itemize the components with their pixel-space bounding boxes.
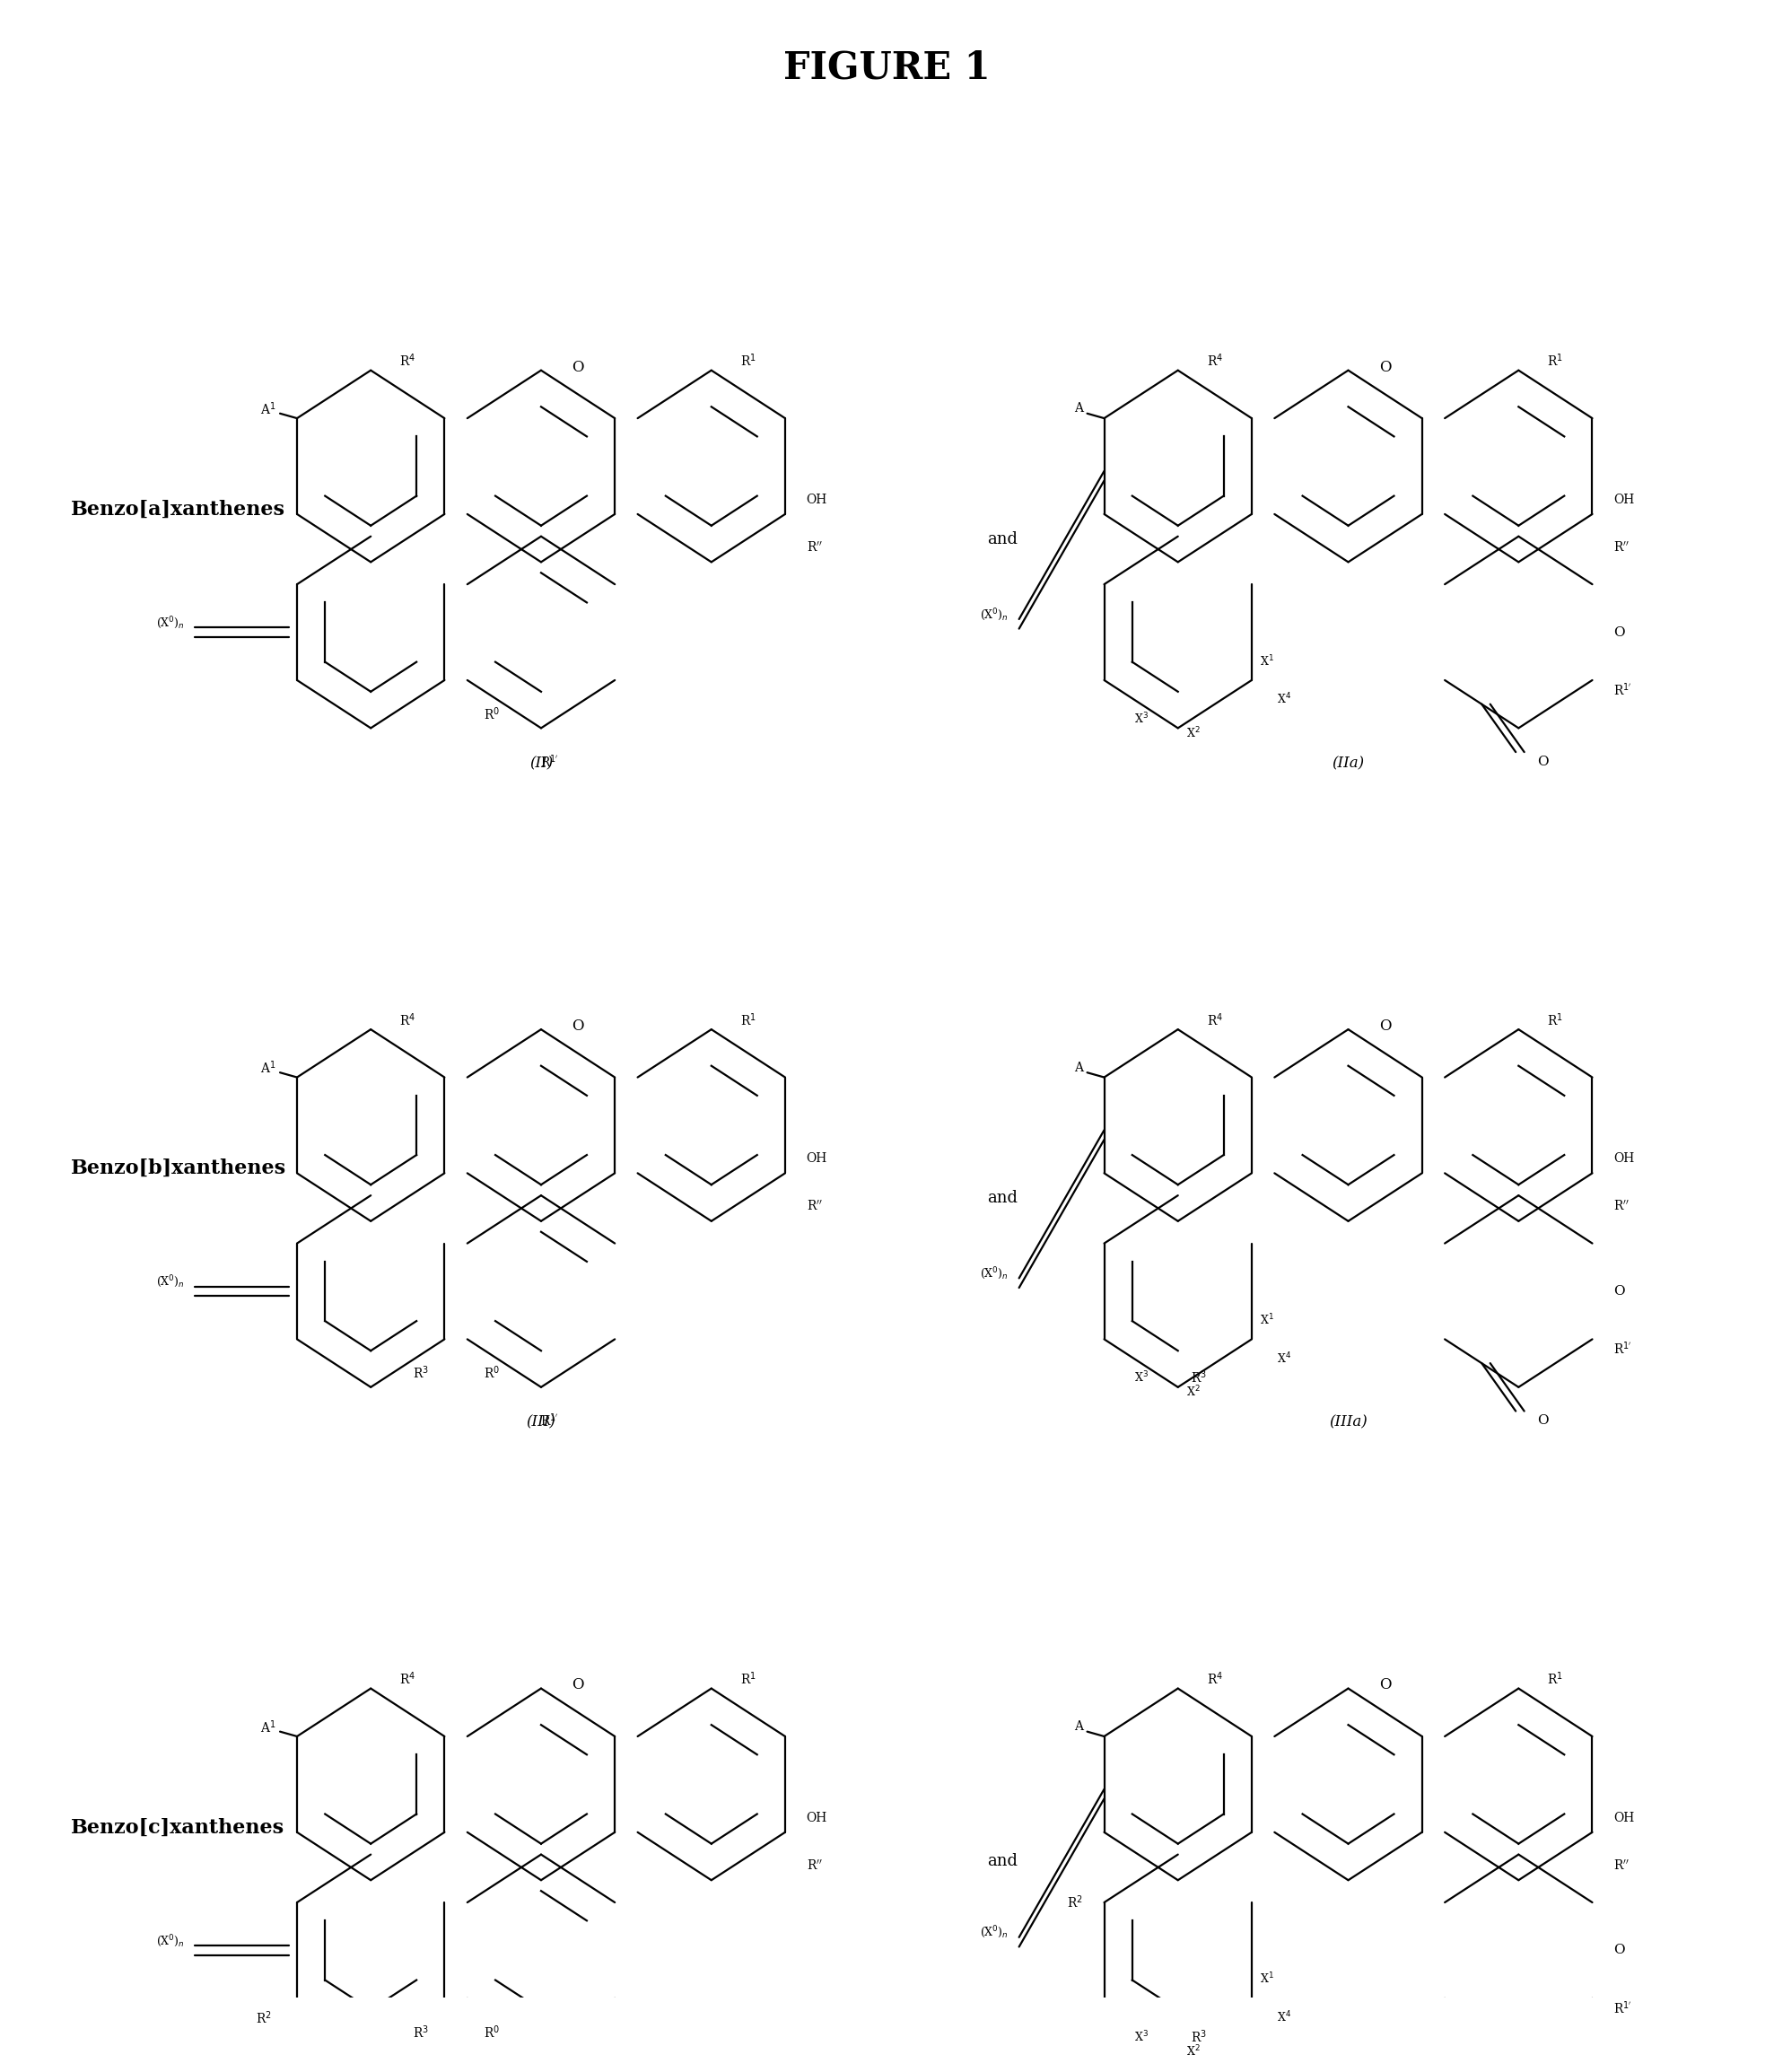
Text: (X$^0$)$_n$: (X$^0$)$_n$ [981,1266,1009,1280]
Text: X$^2$: X$^2$ [1187,2043,1201,2057]
Text: X$^1$: X$^1$ [1260,1312,1274,1328]
Text: (X$^0$)$_n$: (X$^0$)$_n$ [156,615,184,630]
Text: X$^2$: X$^2$ [1187,725,1201,740]
Text: R$^1$: R$^1$ [740,1670,756,1687]
Text: R$^3$: R$^3$ [412,2024,429,2041]
Text: (II): (II) [529,756,553,771]
Text: O: O [1614,626,1625,638]
Text: A: A [1073,402,1082,414]
Text: (X$^0$)$_n$: (X$^0$)$_n$ [156,1274,184,1289]
Text: X$^3$: X$^3$ [1134,2028,1148,2045]
Text: X$^3$: X$^3$ [1134,711,1148,725]
Text: O: O [1378,1019,1391,1034]
Text: R$^1$: R$^1$ [1547,352,1563,369]
Text: X$^2$: X$^2$ [1187,1384,1201,1399]
Text: O: O [1614,1944,1625,1956]
Text: R$^{\prime\prime}$: R$^{\prime\prime}$ [1614,1200,1630,1214]
Text: (X$^0$)$_n$: (X$^0$)$_n$ [981,607,1009,622]
Text: R$^{1'}$: R$^{1'}$ [541,754,559,769]
Text: O: O [1614,1285,1625,1297]
Text: (IIIa): (IIIa) [1329,1415,1368,1430]
Text: Benzo[a]xanthenes: Benzo[a]xanthenes [71,499,286,520]
Text: R$^0$: R$^0$ [483,1365,500,1382]
Text: OH: OH [807,1152,827,1164]
Text: O: O [1378,1678,1391,1693]
Text: X$^3$: X$^3$ [1134,1370,1148,1384]
Text: X$^1$: X$^1$ [1260,653,1274,669]
Text: OH: OH [1614,1152,1634,1164]
Text: O: O [571,1019,584,1034]
Text: X$^1$: X$^1$ [1260,1973,1274,1987]
Text: O: O [571,358,584,375]
Text: R$^{1'}$: R$^{1'}$ [1614,682,1632,698]
Text: (X$^0$)$_n$: (X$^0$)$_n$ [156,1933,184,1950]
Text: O: O [1378,358,1391,375]
Text: R$^2$: R$^2$ [1066,1894,1082,1910]
Text: R$^4$: R$^4$ [1206,1670,1222,1687]
Text: Benzo[b]xanthenes: Benzo[b]xanthenes [71,1158,286,1179]
Text: R$^{\prime\prime}$: R$^{\prime\prime}$ [1614,1859,1630,1873]
Text: X$^4$: X$^4$ [1277,692,1291,707]
Text: and: and [986,1852,1018,1869]
Text: O: O [1536,1415,1549,1428]
Text: R$^3$: R$^3$ [1190,2028,1206,2045]
Text: R$^1$: R$^1$ [1547,1670,1563,1687]
Text: R$^1$: R$^1$ [740,352,756,369]
Text: X$^4$: X$^4$ [1277,1351,1291,1365]
Text: R$^1$: R$^1$ [740,1011,756,1028]
Text: A: A [1073,1061,1082,1073]
Text: OH: OH [1614,1811,1634,1823]
Text: (IIa): (IIa) [1332,756,1364,771]
Text: R$^{\prime\prime}$: R$^{\prime\prime}$ [807,1200,823,1214]
Text: R$^{1'}$: R$^{1'}$ [1614,1341,1632,1357]
Text: A$^1$: A$^1$ [261,400,275,416]
Text: A$^1$: A$^1$ [261,1718,275,1734]
Text: R$^{\prime\prime}$: R$^{\prime\prime}$ [1614,541,1630,555]
Text: FIGURE 1: FIGURE 1 [784,50,990,87]
Text: R$^4$: R$^4$ [1206,352,1222,369]
Text: and: and [986,1189,1018,1206]
Text: R$^4$: R$^4$ [399,1011,415,1028]
Text: X$^4$: X$^4$ [1277,2010,1291,2024]
Text: R$^{1'}$: R$^{1'}$ [1614,1999,1632,2016]
Text: R$^1$: R$^1$ [1547,1011,1563,1028]
Text: (X$^0$)$_n$: (X$^0$)$_n$ [981,1925,1009,1941]
Text: R$^{\prime\prime}$: R$^{\prime\prime}$ [807,1859,823,1873]
Text: R$^3$: R$^3$ [412,1365,429,1382]
Text: A: A [1073,1720,1082,1732]
Text: R$^3$: R$^3$ [1190,1370,1206,1386]
Text: OH: OH [807,1811,827,1823]
Text: R$^4$: R$^4$ [399,352,415,369]
Text: R$^{\prime\prime}$: R$^{\prime\prime}$ [807,541,823,555]
Text: OH: OH [1614,493,1634,506]
Text: Benzo[c]xanthenes: Benzo[c]xanthenes [71,1817,284,1838]
Text: A$^1$: A$^1$ [261,1059,275,1075]
Text: R$^4$: R$^4$ [399,1670,415,1687]
Text: and: and [986,530,1018,547]
Text: R$^{1'}$: R$^{1'}$ [541,1413,559,1430]
Text: R$^2$: R$^2$ [255,2010,271,2026]
Text: OH: OH [807,493,827,506]
Text: O: O [571,1678,584,1693]
Text: R$^4$: R$^4$ [1206,1011,1222,1028]
Text: R$^0$: R$^0$ [483,2024,500,2041]
Text: O: O [1536,756,1549,769]
Text: R$^0$: R$^0$ [483,704,500,721]
Text: (III): (III) [527,1415,555,1430]
